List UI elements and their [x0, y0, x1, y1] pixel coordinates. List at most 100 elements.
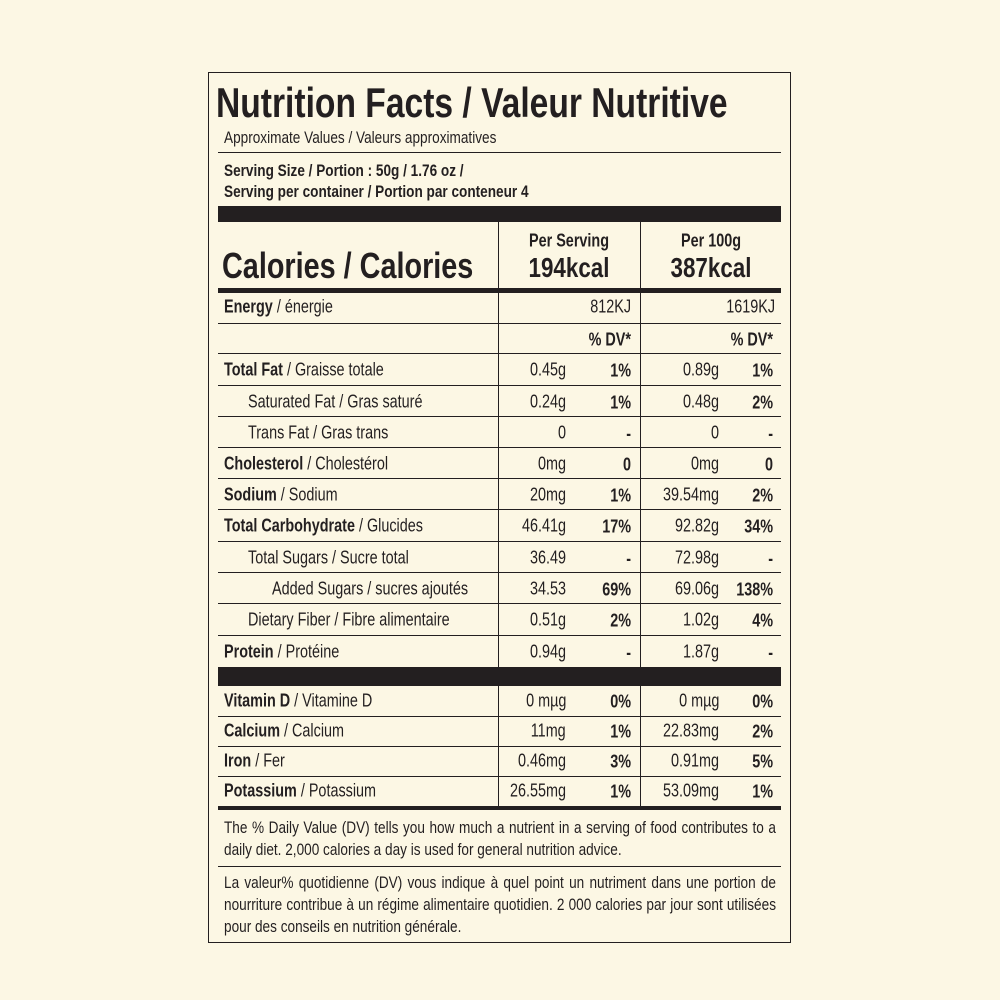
dv-header: % DV*	[588, 329, 631, 350]
serving-size: Serving Size / Portion : 50g / 1.76 oz /	[224, 161, 464, 180]
nutrient-label-fr: / Cholestérol	[307, 453, 389, 473]
row-rule	[218, 541, 781, 542]
nutrient-name: Cholesterol	[224, 453, 304, 473]
energy-value: 812KJ	[590, 296, 631, 317]
value-cell: 0mg	[537, 453, 566, 473]
energy-value: 1619KJ	[726, 296, 775, 317]
dv-cell: 1%	[752, 360, 773, 381]
nutrient-label-fr: / énergie	[276, 296, 333, 317]
dv-cell: 17%	[602, 516, 631, 537]
nutrient-label: Potassium / Potassium	[224, 781, 376, 802]
value-cell: 0.45g	[529, 359, 566, 380]
nutrient-name: Total Fat	[224, 359, 283, 380]
nutrient-label: Calcium / Calcium	[224, 721, 344, 742]
nutrient-label-fr: / Protéine	[277, 641, 340, 662]
row-rule	[218, 716, 781, 717]
row-rule	[218, 447, 781, 448]
footnote: La valeur% quotidienne (DV) vous indique…	[224, 873, 776, 936]
footnote: The % Daily Value (DV) tells you how muc…	[224, 818, 776, 859]
nutrient-label-fr: / Sodium	[280, 484, 338, 504]
dv-cell: 2%	[610, 610, 631, 631]
dv-cell: 4%	[752, 610, 773, 631]
value-cell: 69.06g	[674, 578, 719, 598]
title: Nutrition Facts / Valeur Nutritive	[216, 79, 728, 126]
dv-cell: 1%	[610, 392, 631, 412]
subtitle: Approximate Values / Valeurs approximati…	[224, 128, 497, 147]
nutrient-label-fr: / Calcium	[284, 720, 345, 741]
row-rule	[218, 478, 781, 479]
value-cell: 0	[557, 422, 566, 442]
dv-cell: 1%	[610, 485, 631, 505]
dv-cell: 0%	[752, 691, 773, 712]
nutrient-label: Sodium / Sodium	[224, 484, 338, 505]
dv-cell: 2%	[752, 392, 773, 412]
servings-per-container: Serving per container / Portion par cont…	[224, 182, 529, 201]
dv-cell: 0	[764, 454, 773, 474]
row-rule	[218, 746, 781, 747]
value-cell: 0mg	[690, 453, 719, 473]
dv-cell: -	[626, 423, 631, 443]
nutrient-label: Trans Fat / Gras trans	[248, 422, 388, 443]
nutrient-label-fr: / Potassium	[300, 780, 377, 801]
row-rule	[218, 509, 781, 510]
row-rule	[218, 416, 781, 417]
column-calories: 194kcal	[528, 252, 610, 283]
nutrient-name: Vitamin D	[224, 690, 291, 711]
value-cell: 11mg	[531, 720, 566, 741]
nutrient-name: Protein	[224, 641, 274, 662]
dv-cell: 1%	[752, 781, 773, 802]
value-cell: 0.94g	[529, 641, 566, 662]
value-cell: 46.41g	[521, 515, 566, 536]
value-cell: 92.82g	[674, 515, 719, 536]
value-cell: 0 mµg	[525, 690, 566, 711]
label-border	[208, 72, 791, 943]
nutrient-label-fr: / Glucides	[358, 515, 423, 536]
dv-cell: -	[626, 548, 631, 568]
value-cell: 0.24g	[529, 391, 566, 411]
column-header: Per Serving	[528, 230, 610, 251]
value-cell: 0 mµg	[678, 690, 719, 711]
dv-cell: 34%	[744, 516, 773, 537]
dv-cell: 5%	[752, 751, 773, 772]
nutrient-label-fr: / Fer	[255, 750, 285, 771]
nutrient-label: Saturated Fat / Gras saturé	[248, 391, 422, 412]
value-cell: 0	[710, 422, 719, 442]
value-cell: 0.46mg	[517, 750, 566, 771]
nutrient-label: Total Sugars / Sucre total	[248, 547, 409, 567]
value-cell: 34.53	[529, 578, 566, 598]
value-cell: 0.48g	[682, 391, 719, 411]
nutrient-label: Saturated Fat / Gras saturé	[248, 391, 423, 411]
dv-cell: 1%	[610, 781, 631, 802]
dv-cell: 1%	[610, 721, 631, 742]
dv-cell: 1%	[610, 360, 631, 381]
column-rule	[640, 222, 641, 667]
column-header: Per 100g	[680, 230, 742, 251]
row-rule	[218, 385, 781, 386]
row-rule	[218, 776, 781, 777]
nutrient-name: Energy	[224, 296, 273, 317]
nutrient-label: Dietary Fiber / Fibre alimentaire	[248, 609, 450, 630]
dv-cell: 2%	[752, 721, 773, 742]
value-cell: 1.87g	[682, 641, 719, 662]
nutrient-label-fr: / Vitamine D	[294, 690, 373, 711]
dv-cell: -	[768, 423, 773, 443]
nutrient-label: Total Carbohydrate / Glucides	[224, 516, 423, 537]
nutrient-label: Vitamin D / Vitamine D	[224, 691, 372, 712]
value-cell: 39.54mg	[662, 484, 719, 504]
nutrient-name: Total Carbohydrate	[224, 515, 355, 536]
nutrient-name: Potassium	[224, 780, 297, 801]
value-cell: 22.83mg	[662, 720, 719, 741]
thick-rule	[218, 288, 781, 293]
column-calories: 387kcal	[670, 252, 752, 283]
row-rule	[218, 603, 781, 604]
value-cell: 20mg	[529, 484, 566, 504]
row-rule	[218, 353, 781, 354]
row-rule	[218, 572, 781, 573]
dv-cell: 138%	[736, 579, 773, 599]
nutrient-label: Protein / Protéine	[224, 642, 339, 663]
value-cell: 72.98g	[674, 547, 719, 567]
value-cell: 36.49	[529, 547, 566, 567]
nutrient-label: Dietary Fiber / Fibre alimentaire	[248, 610, 450, 631]
divider	[218, 152, 781, 153]
dv-cell: -	[626, 642, 631, 663]
